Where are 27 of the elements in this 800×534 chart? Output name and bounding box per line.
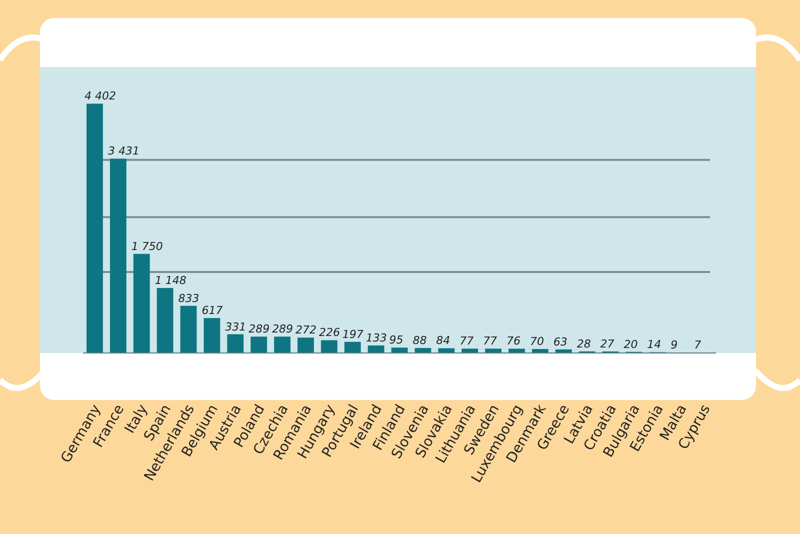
data-label: 272	[296, 324, 317, 337]
data-label: 20	[624, 338, 638, 351]
data-label: 88	[412, 334, 427, 348]
data-label: 27	[600, 337, 614, 350]
data-label: 77	[460, 334, 474, 348]
data-label: 133	[366, 331, 387, 344]
data-label: 7	[694, 338, 702, 352]
data-label: 226	[318, 326, 340, 340]
data-label: 4 402	[84, 90, 116, 103]
data-label: 331	[225, 320, 246, 334]
data-label: 28	[576, 337, 591, 350]
data-label: 77	[483, 334, 498, 348]
data-label: 95	[389, 334, 404, 347]
data-label: 3 431	[108, 144, 140, 158]
data-label: 14	[647, 338, 662, 352]
data-label: 70	[530, 335, 544, 348]
data-label: 84	[436, 334, 450, 348]
data-label: 197	[342, 328, 364, 341]
data-label: 63	[553, 335, 568, 348]
data-label: 289	[248, 322, 270, 336]
data-label: 76	[506, 334, 521, 348]
data-label: 1 148	[154, 274, 186, 287]
data-label: 1 750	[131, 240, 163, 253]
data-label: 289	[272, 322, 294, 336]
data-label: 833	[178, 292, 200, 305]
data-label: 9	[670, 338, 678, 352]
data-label: 617	[202, 304, 223, 318]
